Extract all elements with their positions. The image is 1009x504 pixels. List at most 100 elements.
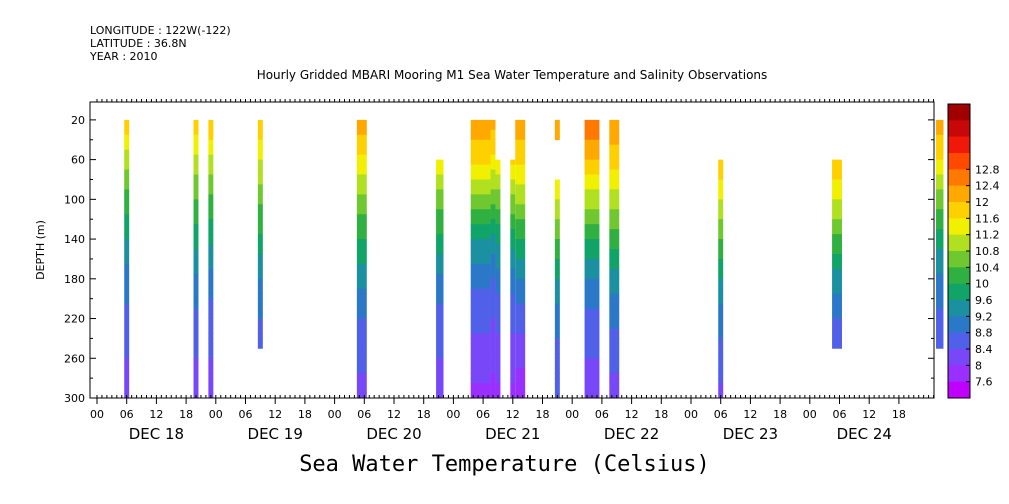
profile-14-cell xyxy=(718,214,724,220)
profile-9-cell xyxy=(510,249,516,255)
profile-1-cell xyxy=(193,288,199,295)
profile-7-cell xyxy=(490,383,496,389)
profile-0-cell xyxy=(124,313,130,319)
profile-2-cell xyxy=(208,199,214,205)
profile-11-cell xyxy=(554,179,560,185)
profile-5-cell xyxy=(436,204,444,210)
profile-4-cell xyxy=(356,134,367,141)
profile-2-cell xyxy=(208,348,214,354)
profile-11-cell xyxy=(554,194,560,200)
profile-3-cell xyxy=(257,239,263,245)
profile-7-cell xyxy=(490,268,496,275)
profile-12-cell xyxy=(584,318,600,324)
profile-7-cell xyxy=(490,224,496,230)
profile-0-cell xyxy=(124,234,130,240)
profile-9-cell xyxy=(510,303,516,310)
profile-2-cell xyxy=(208,194,214,200)
profile-12-cell xyxy=(584,139,600,146)
profile-1-cell xyxy=(193,343,199,349)
profile-10-cell xyxy=(515,343,526,349)
profile-16-cell xyxy=(936,224,944,230)
colorbar-label: 9.6 xyxy=(975,294,993,307)
profile-6-cell xyxy=(470,244,491,250)
x-tick-label: 12 xyxy=(506,408,520,421)
profile-13-cell xyxy=(609,328,620,334)
profile-4-cell xyxy=(356,383,367,389)
profile-16-cell xyxy=(936,303,944,310)
profile-1-cell xyxy=(193,388,199,394)
profile-5-cell xyxy=(436,244,444,250)
profile-1-cell xyxy=(193,134,199,141)
profile-4-cell xyxy=(356,169,367,175)
colorbar-label: 10.4 xyxy=(975,261,1000,274)
profile-5-cell xyxy=(436,388,444,394)
profile-10-cell xyxy=(515,214,526,220)
profile-13-cell xyxy=(609,144,620,151)
profile-1-cell xyxy=(193,253,199,260)
profile-6-cell xyxy=(470,119,491,126)
profile-0-cell xyxy=(124,283,130,290)
profile-7-cell xyxy=(490,308,496,314)
profile-5-cell xyxy=(436,263,444,270)
profile-7-cell xyxy=(490,288,496,295)
profile-4-cell xyxy=(356,363,367,369)
profile-2-cell xyxy=(208,263,214,270)
profile-11-cell xyxy=(554,219,560,225)
profile-13-cell xyxy=(609,263,620,270)
profile-14-cell xyxy=(718,244,724,250)
profile-7-cell xyxy=(490,144,496,151)
profile-5-cell xyxy=(436,189,444,195)
profile-6-cell xyxy=(470,124,491,131)
profile-14-cell xyxy=(718,318,724,324)
profile-12-cell xyxy=(584,209,600,215)
x-tick-label: 12 xyxy=(625,408,639,421)
profile-14-cell xyxy=(718,234,724,240)
profile-1-cell xyxy=(193,179,199,185)
profile-6-cell xyxy=(470,234,491,240)
profile-9-cell xyxy=(510,343,516,349)
profile-1-cell xyxy=(193,164,199,170)
profile-5-cell xyxy=(436,174,444,180)
profile-1-cell xyxy=(193,293,199,300)
profile-1-cell xyxy=(193,144,199,151)
profile-10-cell xyxy=(515,239,526,245)
profile-5-cell xyxy=(436,368,444,374)
profile-12-cell xyxy=(584,358,600,364)
profile-12-cell xyxy=(584,378,600,384)
profile-1-cell xyxy=(193,258,199,265)
profile-11-cell xyxy=(554,343,560,349)
profile-5-cell xyxy=(436,383,444,389)
profile-15-cell xyxy=(832,308,842,314)
profile-7-cell xyxy=(490,184,496,190)
profile-7-cell xyxy=(490,368,496,374)
profile-13-cell xyxy=(609,134,620,141)
profile-12-cell xyxy=(584,189,600,195)
profile-10-cell xyxy=(515,388,526,394)
profile-15-cell xyxy=(832,263,842,270)
profile-5-cell xyxy=(436,378,444,384)
profile-15-cell xyxy=(832,234,842,240)
profile-3-cell xyxy=(257,343,263,349)
x-tick-label: 06 xyxy=(714,408,728,421)
profile-10-cell xyxy=(515,229,526,235)
profile-7-cell xyxy=(490,318,496,324)
x-tick-label: 18 xyxy=(773,408,787,421)
profile-5-cell xyxy=(436,348,444,354)
profile-14-cell xyxy=(718,363,724,369)
profile-10-cell xyxy=(515,258,526,265)
profile-10-cell xyxy=(515,149,526,156)
profile-2-cell xyxy=(208,174,214,180)
profile-10-cell xyxy=(515,249,526,255)
profile-4-cell xyxy=(356,388,367,394)
profile-5-cell xyxy=(436,179,444,185)
profile-16-cell xyxy=(936,283,944,290)
profile-13-cell xyxy=(609,124,620,131)
year-label: YEAR : 2010 xyxy=(90,50,158,63)
profile-0-cell xyxy=(124,229,130,235)
profile-16-cell xyxy=(936,159,944,165)
profile-16-cell xyxy=(936,313,944,319)
profile-0-cell xyxy=(124,154,130,161)
profile-10-cell xyxy=(515,378,526,384)
profile-10-cell xyxy=(515,144,526,151)
profile-9-cell xyxy=(510,194,516,200)
